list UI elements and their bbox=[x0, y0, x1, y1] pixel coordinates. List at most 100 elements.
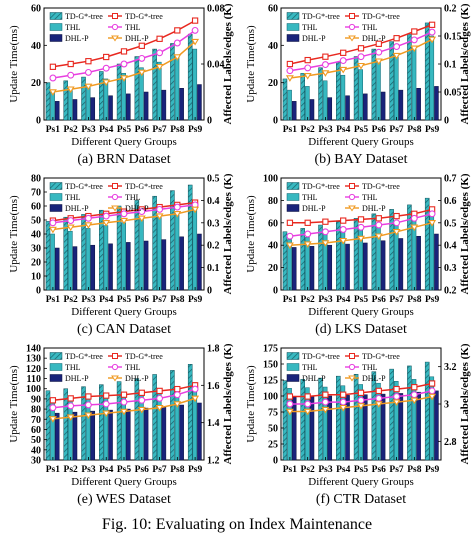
line-point-3-ps4 bbox=[339, 404, 348, 412]
y-tick-label: 60 bbox=[31, 4, 41, 15]
legend-label-line-1: TD-G*-tree bbox=[362, 12, 400, 21]
bar-td-g-tree-ps2 bbox=[300, 73, 305, 121]
legend-swatch-bar-1 bbox=[286, 352, 300, 360]
y2-tick-label: 0.08 bbox=[207, 4, 225, 15]
bar-td-g-tree-ps5 bbox=[353, 218, 359, 291]
line-point-1-ps6 bbox=[375, 215, 382, 222]
subchart-2: 0 20 40 60 0 0.05 0.1 0.15 0.2 Ps1 Ps2 Ps3 Ps4 Ps5 Ps6… bbox=[245, 3, 471, 167]
line-point-2-ps8 bbox=[173, 391, 181, 399]
y2-tick-label: 0.2 bbox=[444, 286, 457, 297]
bar-td-g-tree-ps4 bbox=[336, 375, 341, 461]
y2-tick-label: 1.2 bbox=[207, 456, 220, 467]
bar-td-g-tree-ps3 bbox=[81, 386, 86, 461]
subchart-caption: (f) CTR Dataset bbox=[316, 492, 406, 507]
x-tick-label: Ps6 bbox=[372, 125, 387, 135]
x-tick-label: Ps5 bbox=[354, 295, 369, 305]
line-point-1-ps7 bbox=[393, 212, 400, 220]
bar-dhl-p-ps1 bbox=[54, 247, 60, 291]
x-tick-label: Ps4 bbox=[99, 295, 114, 305]
line-point-1-ps1 bbox=[286, 393, 294, 400]
bar-dhl-p-ps4 bbox=[108, 95, 113, 121]
bar-dhl-p-ps6 bbox=[143, 407, 149, 461]
legend: TD-G*-tree TD-G*-tree THL THL DHL-P DHL-P bbox=[286, 12, 400, 43]
line-point-2-ps9 bbox=[428, 387, 436, 395]
legend-marker-2 bbox=[111, 363, 119, 371]
line-point-2-ps4 bbox=[339, 398, 347, 406]
y-tick-label: 0 bbox=[273, 456, 278, 467]
y2-tick-label: 3.2 bbox=[444, 362, 457, 373]
bar-thl-ps5 bbox=[358, 69, 363, 121]
line-point-2-ps8 bbox=[410, 36, 418, 44]
y-tick-label: 120 bbox=[26, 364, 41, 375]
x-tick-label: Ps8 bbox=[407, 295, 422, 305]
y-tick-label: 70 bbox=[31, 188, 41, 199]
x-axis-title: Different Query Groups bbox=[308, 136, 414, 148]
bar-thl-ps9 bbox=[192, 382, 198, 461]
x-tick-label: Ps5 bbox=[117, 125, 132, 135]
line-point-1-ps3 bbox=[322, 218, 329, 225]
bar-dhl-p-ps7 bbox=[398, 238, 404, 291]
line-point-1-ps2 bbox=[304, 393, 311, 400]
y2-tick-label: 0.6 bbox=[444, 196, 457, 207]
line-point-2-ps4 bbox=[339, 57, 347, 65]
x-tick-label: Ps8 bbox=[407, 465, 422, 475]
bar-dhl-p-ps1 bbox=[54, 412, 60, 461]
line-point-3-ps2 bbox=[66, 86, 75, 94]
line-point-2-ps9 bbox=[191, 385, 199, 393]
line-point-1-ps8 bbox=[174, 385, 181, 393]
x-tick-label: Ps5 bbox=[117, 295, 132, 305]
line-point-3-ps4 bbox=[339, 66, 348, 74]
y-tick-label: 175 bbox=[263, 344, 278, 355]
x-tick-label: Ps2 bbox=[64, 465, 79, 475]
line-point-2-ps6 bbox=[138, 396, 146, 404]
line-point-2-ps1 bbox=[49, 219, 57, 227]
line-point-2-ps8 bbox=[410, 214, 418, 222]
line-point-1-ps9 bbox=[428, 380, 436, 387]
line-point-3-ps2 bbox=[66, 224, 75, 232]
y2-tick-label: 0.15 bbox=[444, 32, 462, 43]
y-tick-label: 80 bbox=[31, 174, 41, 185]
y2-tick-label: 0.2 bbox=[207, 241, 220, 252]
bar-dhl-p-ps6 bbox=[143, 240, 149, 291]
subchart-caption: (d) LKS Dataset bbox=[315, 322, 407, 337]
line-point-1-ps5 bbox=[120, 48, 128, 55]
line-point-2-ps1 bbox=[49, 404, 57, 412]
bar-td-g-tree-ps6 bbox=[371, 48, 377, 121]
line-point-1-ps4 bbox=[340, 49, 347, 56]
x-tick-label: Ps2 bbox=[64, 125, 79, 135]
line-point-3-ps4 bbox=[102, 220, 111, 227]
legend-swatch-bar-1 bbox=[49, 352, 63, 360]
x-tick-label: Ps3 bbox=[81, 465, 96, 475]
subchart-1: 0 20 40 60 0 0.04 0.08 Ps1 Ps2 Ps3 Ps4 Ps5 Ps6 Ps7 Ps8… bbox=[8, 3, 234, 167]
bar-dhl-p-ps3 bbox=[90, 244, 96, 291]
bar-dhl-p-ps9 bbox=[434, 233, 439, 291]
y2-tick-label: 0.04 bbox=[207, 60, 225, 71]
x-tick-label: Ps2 bbox=[301, 125, 316, 135]
bar-td-g-tree-ps7 bbox=[152, 374, 157, 461]
line-point-2-ps1 bbox=[49, 74, 57, 82]
bar-td-g-tree-ps5 bbox=[116, 63, 122, 121]
bar-dhl-p-ps9 bbox=[197, 402, 202, 461]
y-tick-label: 110 bbox=[27, 374, 41, 385]
bar-td-g-tree-ps8 bbox=[407, 365, 412, 461]
line-point-2-ps6 bbox=[138, 54, 146, 62]
line-point-2-ps6 bbox=[375, 394, 383, 402]
x-tick-label: Ps1 bbox=[46, 465, 61, 475]
line-point-2-ps4 bbox=[339, 226, 347, 233]
bar-thl-ps3 bbox=[85, 228, 91, 291]
legend-label-line-3: DHL-P bbox=[125, 34, 149, 43]
line-point-3-ps6 bbox=[137, 69, 146, 77]
bar-td-g-tree-ps6 bbox=[134, 56, 140, 121]
x-tick-label: Ps2 bbox=[64, 295, 79, 305]
y2-tick-label: 0 bbox=[207, 286, 212, 297]
legend-marker-1 bbox=[349, 183, 355, 189]
bar-dhl-p-ps3 bbox=[90, 97, 96, 121]
legend-marker-2 bbox=[348, 23, 356, 31]
legend-label-line-2: THL bbox=[125, 23, 141, 32]
y-tick-label: 40 bbox=[31, 41, 41, 52]
x-tick-label: Ps7 bbox=[389, 465, 404, 475]
line-point-3-ps6 bbox=[374, 58, 383, 66]
x-tick-label: Ps8 bbox=[407, 125, 422, 135]
y-tick-label: 40 bbox=[268, 41, 278, 52]
legend-marker-1 bbox=[112, 13, 118, 19]
